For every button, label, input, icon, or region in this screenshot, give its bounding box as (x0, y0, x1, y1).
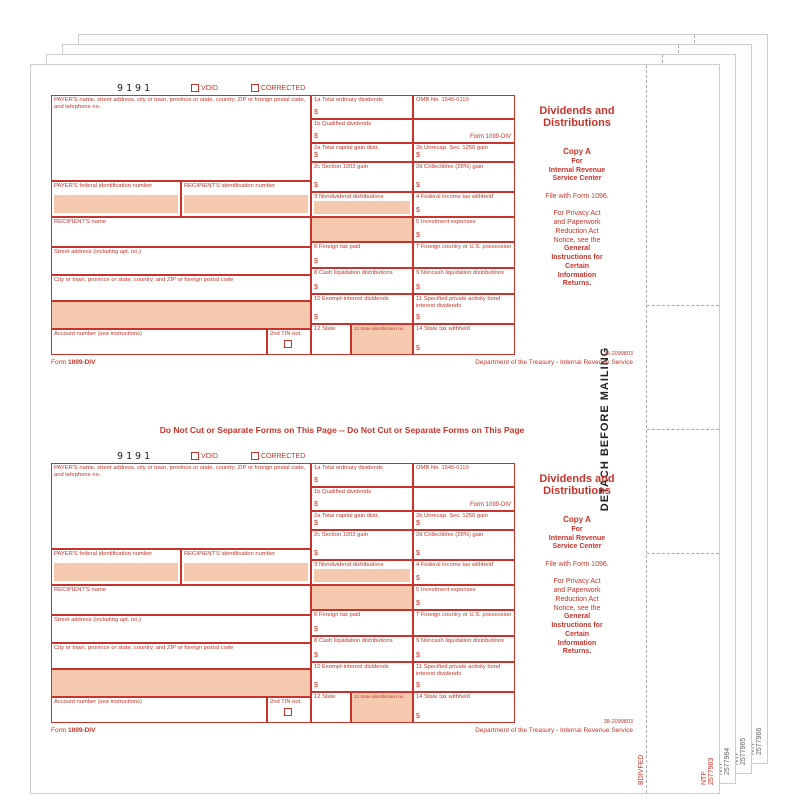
copy-a-block: Copy A For Internal Revenue Service Cent… (521, 147, 633, 289)
corrected-checkbox[interactable] (251, 84, 259, 92)
recipient-name-box[interactable]: RECIPIENT'S name (51, 217, 311, 247)
tear-mark (647, 553, 719, 554)
form-footer: Form 1099-DIV 38-2099803 Department of t… (51, 359, 633, 411)
box-4[interactable]: 4 Federal income tax withheld$ (413, 560, 515, 585)
second-tin-box[interactable]: 2nd TIN not. (267, 329, 311, 355)
box-12[interactable]: 12 State (311, 324, 351, 355)
form-title: Dividends and Distributions (521, 473, 633, 497)
box-9[interactable]: 9 Noncash liquidation distributions$ (413, 268, 515, 294)
box-11[interactable]: 11 Specified private activity bond inter… (413, 662, 515, 692)
box-5[interactable]: 5 Investment expenses$ (413, 585, 515, 610)
form-header: 9191 VOID CORRECTED (51, 83, 633, 95)
form-code: BDIVFED (638, 755, 645, 785)
box-2a[interactable]: 2a Total capital gain distr.$ (311, 143, 413, 162)
city-box[interactable]: City or town, province or state, country… (51, 643, 311, 669)
form-footer: Form 1099-DIV 38-2099803 Department of t… (51, 727, 633, 779)
tear-mark (647, 429, 719, 430)
void-checkbox[interactable] (191, 84, 199, 92)
form-number-box: Form 1099-DIV (413, 119, 515, 143)
box-13[interactable]: 13 State identification no. (351, 324, 413, 355)
form-title: Dividends and Distributions (521, 105, 633, 129)
box-7[interactable]: 7 Foreign country or U.S. possession (413, 242, 515, 268)
payer-info-box[interactable]: PAYER'S name, street address, city or to… (51, 463, 311, 549)
void-checkbox[interactable] (191, 452, 199, 460)
box-8[interactable]: 8 Cash liquidation distributions$ (311, 636, 413, 662)
blank-shaded (51, 669, 311, 697)
box-12[interactable]: 12 State (311, 692, 351, 723)
city-box[interactable]: City or town, province or state, country… (51, 275, 311, 301)
box-14[interactable]: 14 State tax withheld$ (413, 692, 515, 723)
scanline-code: 9191 (117, 83, 153, 94)
account-number-box[interactable]: Account number (see instructions) (51, 329, 267, 355)
box-5[interactable]: 5 Investment expenses$ (413, 217, 515, 242)
box-13[interactable]: 13 State identification no. (351, 692, 413, 723)
box-11[interactable]: 11 Specified private activity bond inter… (413, 294, 515, 324)
box-10[interactable]: 10 Exempt-interest dividends$ (311, 294, 413, 324)
box-2d[interactable]: 2d Collectibles (28%) gain$ (413, 530, 515, 560)
box-1a[interactable]: 1a Total ordinary dividends$ (311, 463, 413, 487)
recipient-name-box[interactable]: RECIPIENT'S name (51, 585, 311, 615)
shade (184, 563, 308, 581)
sheet-front: DETACH BEFORE MAILING BDIVFED NTF 257796… (30, 64, 720, 794)
scanline-code: 9191 (117, 451, 153, 462)
box-2b[interactable]: 2b Unrecap. Sec. 1250 gain$ (413, 143, 515, 162)
box-9[interactable]: 9 Noncash liquidation distributions$ (413, 636, 515, 662)
form-number-box: Form 1099-DIV (413, 487, 515, 511)
do-not-cut-text: Do Not Cut or Separate Forms on This Pag… (51, 425, 633, 435)
payer-info-box[interactable]: PAYER'S name, street address, city or to… (51, 95, 311, 181)
box-2b[interactable]: 2b Unrecap. Sec. 1250 gain$ (413, 511, 515, 530)
blank-shaded (51, 301, 311, 329)
box-blank (311, 217, 413, 242)
omb-box: OMB No. 1545-0110 (413, 95, 515, 119)
shade (184, 195, 308, 213)
box-1a[interactable]: 1a Total ordinary dividends$ (311, 95, 413, 119)
shade (54, 195, 178, 213)
box-2a[interactable]: 2a Total capital gain distr.$ (311, 511, 413, 530)
copy-a-block: Copy A For Internal Revenue Service Cent… (521, 515, 633, 657)
box-2c[interactable]: 2c Section 1202 gain$ (311, 162, 413, 192)
box-14[interactable]: 14 State tax withheld$ (413, 324, 515, 355)
box-1b[interactable]: 1b Qualified dividends$ (311, 119, 413, 143)
box-2d[interactable]: 2d Collectibles (28%) gain$ (413, 162, 515, 192)
tear-mark (647, 305, 719, 306)
box-4[interactable]: 4 Federal income tax withheld$ (413, 192, 515, 217)
box-7[interactable]: 7 Foreign country or U.S. possession (413, 610, 515, 636)
second-tin-box[interactable]: 2nd TIN not. (267, 697, 311, 723)
street-box[interactable]: Street address (including apt. no.) (51, 615, 311, 643)
box-6[interactable]: 6 Foreign tax paid$ (311, 610, 413, 636)
shade (54, 563, 178, 581)
box-6[interactable]: 6 Foreign tax paid$ (311, 242, 413, 268)
form-header: 9191 VOID CORRECTED (51, 451, 633, 463)
street-box[interactable]: Street address (including apt. no.) (51, 247, 311, 275)
shade (314, 569, 410, 582)
form-1099-div-bottom: 9191 VOID CORRECTED PAYER'S name, street… (51, 451, 633, 777)
box-10[interactable]: 10 Exempt-interest dividends$ (311, 662, 413, 692)
box-8[interactable]: 8 Cash liquidation distributions$ (311, 268, 413, 294)
shade (314, 201, 410, 214)
account-number-box[interactable]: Account number (see instructions) (51, 697, 267, 723)
ntf-code: NTF 2577963 (701, 758, 715, 785)
box-1b[interactable]: 1b Qualified dividends$ (311, 487, 413, 511)
form-1099-div-top: 9191 VOID CORRECTED PAYER'S name, street… (51, 83, 633, 409)
box-blank (311, 585, 413, 610)
omb-box: OMB No. 1545-0110 (413, 463, 515, 487)
corrected-checkbox[interactable] (251, 452, 259, 460)
box-2c[interactable]: 2c Section 1202 gain$ (311, 530, 413, 560)
